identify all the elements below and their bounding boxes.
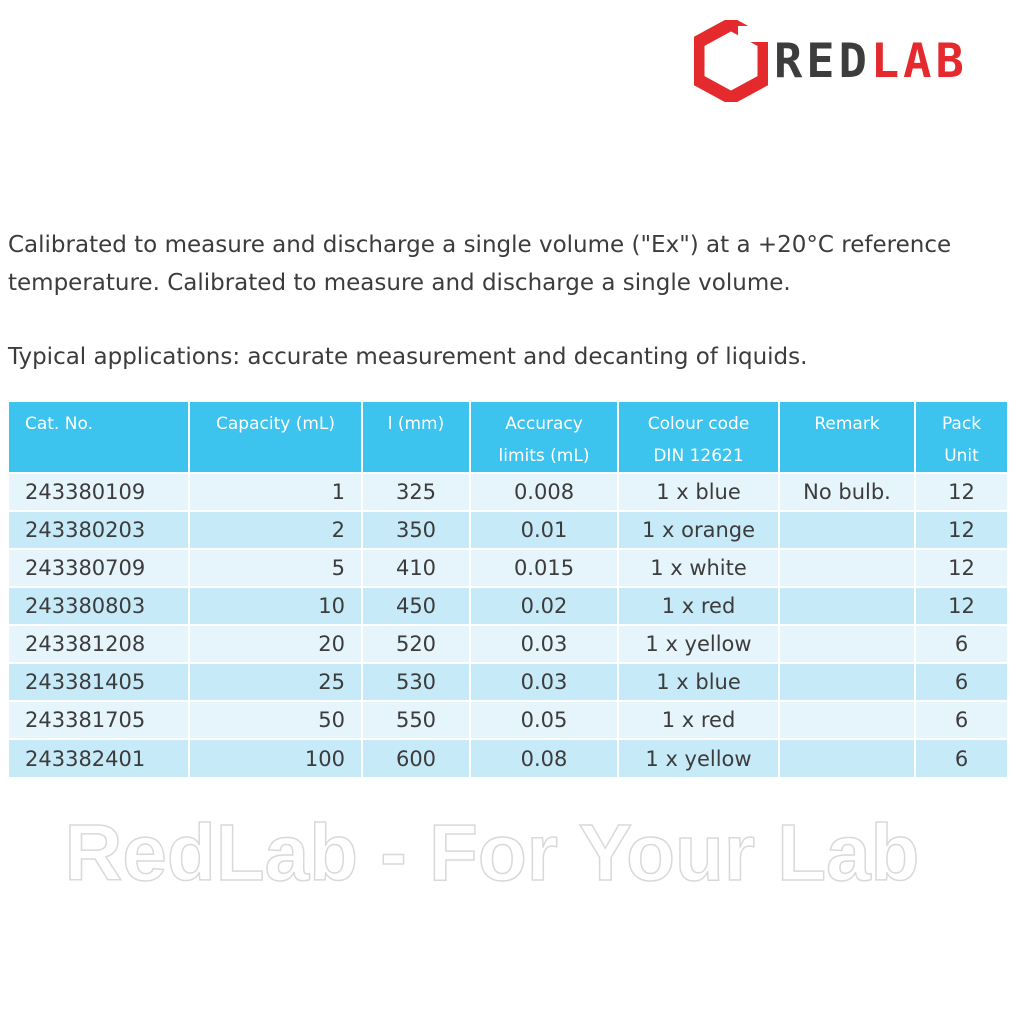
table-row: 243381208 20 520 0.03 1 x yellow 6 [9,624,1007,663]
header-capacity: Capacity (mL) [189,402,363,473]
cell-cat-no: 243381208 [9,624,190,663]
cell-length: 350 [362,510,471,549]
description: Calibrated to measure and discharge a si… [8,226,1018,302]
watermark: RedLab - For Your Lab [64,812,920,898]
cell-pack: 12 [915,548,1007,587]
cell-length: 520 [362,624,471,663]
cell-capacity: 2 [189,510,363,549]
header-remark: Remark [779,402,916,473]
cell-cat-no: 243381705 [9,700,190,739]
cell-accuracy: 0.015 [470,548,619,587]
specification-table: Cat. No. Capacity (mL) l (mm) Accuracy li… [9,402,1007,777]
cell-accuracy: 0.008 [470,472,619,511]
cell-accuracy: 0.03 [470,624,619,663]
cell-cat-no: 243380109 [9,472,190,511]
cell-pack: 12 [915,472,1007,511]
table-row: 243381705 50 550 0.05 1 x red 6 [9,700,1007,739]
cell-accuracy: 0.02 [470,586,619,625]
header-pack-unit: Pack Unit [915,402,1007,473]
cell-pack: 6 [915,624,1007,663]
cell-capacity: 10 [189,586,363,625]
cell-colour: 1 x white [618,548,780,587]
description-line-1: Calibrated to measure and discharge a si… [8,232,952,258]
cell-colour: 1 x red [618,700,780,739]
table-row: 243382401 100 600 0.08 1 x yellow 6 [9,738,1007,777]
cell-capacity: 1 [189,472,363,511]
hexagon-logo-icon [694,20,768,102]
cell-colour: 1 x blue [618,472,780,511]
cell-pack: 6 [915,662,1007,701]
table-row: 243380709 5 410 0.015 1 x white 12 [9,548,1007,587]
header-cat-no: Cat. No. [9,402,190,473]
table-header-row: Cat. No. Capacity (mL) l (mm) Accuracy li… [9,402,1007,473]
cell-pack: 6 [915,738,1007,777]
cell-remark [779,700,916,739]
description-line-2: temperature. Calibrated to measure and d… [8,270,791,296]
cell-capacity: 100 [189,738,363,777]
cell-pack: 12 [915,510,1007,549]
cell-cat-no: 243381405 [9,662,190,701]
cell-pack: 12 [915,586,1007,625]
cell-colour: 1 x yellow [618,624,780,663]
cell-accuracy: 0.03 [470,662,619,701]
cell-length: 450 [362,586,471,625]
logo-text-red-part: RED [774,33,871,89]
cell-length: 410 [362,548,471,587]
cell-colour: 1 x red [618,586,780,625]
cell-remark [779,548,916,587]
cell-length: 530 [362,662,471,701]
cell-pack: 6 [915,700,1007,739]
cell-cat-no: 243380709 [9,548,190,587]
table-row: 243380203 2 350 0.01 1 x orange 12 [9,510,1007,549]
cell-accuracy: 0.01 [470,510,619,549]
cell-capacity: 25 [189,662,363,701]
cell-colour: 1 x blue [618,662,780,701]
table-row: 243380109 1 325 0.008 1 x blue No bulb. … [9,472,1007,511]
cell-colour: 1 x yellow [618,738,780,777]
cell-remark [779,586,916,625]
cell-remark [779,624,916,663]
cell-accuracy: 0.08 [470,738,619,777]
cell-capacity: 20 [189,624,363,663]
cell-accuracy: 0.05 [470,700,619,739]
header-colour-code: Colour code DIN 12621 [618,402,780,473]
logo-text-lab-part: LAB [870,33,968,89]
cell-colour: 1 x orange [618,510,780,549]
cell-cat-no: 243380203 [9,510,190,549]
table-row: 243380803 10 450 0.02 1 x red 12 [9,586,1007,625]
typical-applications: Typical applications: accurate measureme… [8,344,808,370]
header-length: l (mm) [362,402,471,473]
cell-length: 600 [362,738,471,777]
cell-length: 325 [362,472,471,511]
cell-capacity: 50 [189,700,363,739]
cell-remark [779,510,916,549]
cell-length: 550 [362,700,471,739]
header-accuracy: Accuracy limits (mL) [470,402,619,473]
cell-cat-no: 243380803 [9,586,190,625]
redlab-logo: REDLAB [694,20,1004,102]
logo-wordmark: REDLAB [774,38,968,85]
cell-cat-no: 243382401 [9,738,190,777]
cell-capacity: 5 [189,548,363,587]
cell-remark [779,738,916,777]
cell-remark: No bulb. [779,472,916,511]
watermark-text: RedLab - For Your Lab [65,812,920,897]
cell-remark [779,662,916,701]
table-row: 243381405 25 530 0.03 1 x blue 6 [9,662,1007,701]
